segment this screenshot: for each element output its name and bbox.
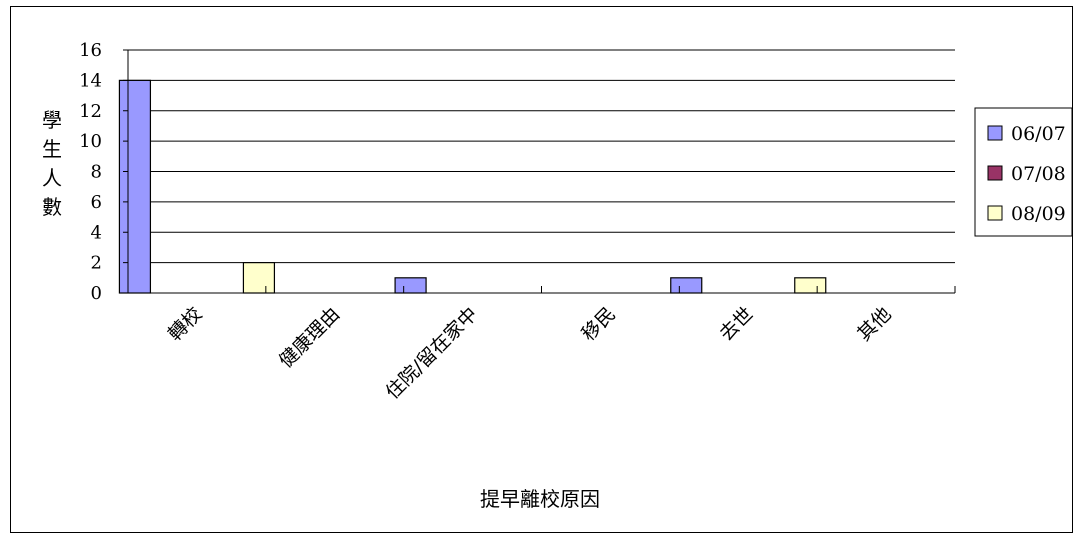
y-tick-label: 16: [79, 40, 102, 61]
y-axis-title-char: 人: [42, 166, 62, 190]
y-axis-title-char: 學: [42, 108, 62, 132]
y-tick-label: 10: [79, 131, 102, 152]
x-category-label: 去世: [715, 303, 757, 345]
y-tick-label: 8: [91, 162, 102, 183]
y-tick-label: 2: [91, 253, 102, 274]
x-category-label: 其他: [853, 303, 895, 345]
legend-swatch-07/08: [987, 165, 1003, 181]
bar-08/09-去世: [794, 277, 827, 294]
y-tick-label: 6: [91, 192, 102, 213]
chart-frame: [10, 6, 1073, 533]
y-axis-title-char: 數: [42, 195, 62, 219]
y-axis-title-char: 生: [42, 137, 62, 161]
x-category-label: 健康理由: [275, 303, 344, 372]
y-tick-label: 12: [79, 101, 102, 122]
y-tick-label: 4: [91, 222, 102, 243]
gridlines: [128, 49, 955, 264]
bar-08/09-轉校: [242, 262, 276, 294]
bar-06/07-去世: [670, 277, 703, 294]
bars: [118, 79, 827, 294]
legend-swatch-08/09: [987, 205, 1003, 221]
bar-06/07-轉校: [118, 79, 152, 294]
legend: 06/07 07/08 08/09: [974, 107, 1073, 237]
legend-label: 06/07: [1011, 123, 1066, 145]
legend-swatch-06/07: [987, 125, 1003, 141]
x-axis-title: 提早離校原因: [480, 487, 600, 511]
y-tick-labels: 0 2 4 6 8 10 12 14 16: [79, 40, 102, 304]
legend-label: 08/09: [1011, 203, 1066, 225]
y-tick-label: 14: [79, 70, 102, 91]
bar-06/07-住院/留在家中: [394, 277, 427, 294]
y-tick-label: 0: [91, 283, 102, 304]
x-category-label: 移民: [578, 303, 620, 345]
x-category-labels: 轉校 健康理由 住院/留在家中 移民 去世 其他: [164, 303, 896, 404]
x-category-label: 住院/留在家中: [381, 303, 482, 404]
axes: [123, 49, 956, 294]
legend-label: 07/08: [1011, 163, 1066, 185]
x-category-label: 轉校: [164, 303, 206, 345]
